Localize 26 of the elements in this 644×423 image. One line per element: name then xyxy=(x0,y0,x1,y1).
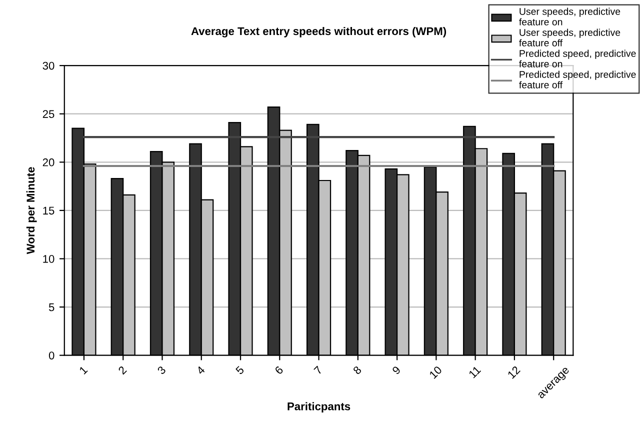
legend-label: User speeds, predictive feature off xyxy=(519,28,620,46)
x-tick-label: 7 xyxy=(314,366,323,375)
x-tick-label: 5 xyxy=(235,366,244,375)
x-tick-label: 10 xyxy=(428,366,442,379)
x-tick-label: 11 xyxy=(468,366,482,378)
x-axis-title: Pariticpants xyxy=(288,402,350,413)
y-tick-label: 5 xyxy=(48,303,54,312)
y-tick-label: 30 xyxy=(42,62,54,70)
y-tick-label: 0 xyxy=(48,352,54,360)
x-tick-label: 12 xyxy=(507,366,520,379)
x-tick-label: 1 xyxy=(79,366,88,375)
y-axis-title: Word per Minute xyxy=(26,167,37,254)
legend-label: User speeds, predictive feature on xyxy=(519,8,620,26)
x-tick-label: 6 xyxy=(274,366,284,375)
y-tick-label: 20 xyxy=(42,158,54,166)
legend-label: Predicted speed, predictive feature off xyxy=(519,70,636,88)
x-tick-label: 8 xyxy=(352,366,362,375)
y-tick-label: 15 xyxy=(43,206,54,215)
y-tick-label: 25 xyxy=(42,110,54,118)
legend-label: Predicted speed, predictive feature on xyxy=(519,50,636,68)
y-tick-label: 10 xyxy=(43,255,54,263)
chart-title: Average Text entry speeds without errors (WPM) xyxy=(191,26,446,38)
x-tick-label: 3 xyxy=(156,366,166,375)
x-tick-label: 9 xyxy=(392,366,401,375)
x-tick-label: 2 xyxy=(118,366,127,375)
x-tick-label: 4 xyxy=(196,366,206,375)
